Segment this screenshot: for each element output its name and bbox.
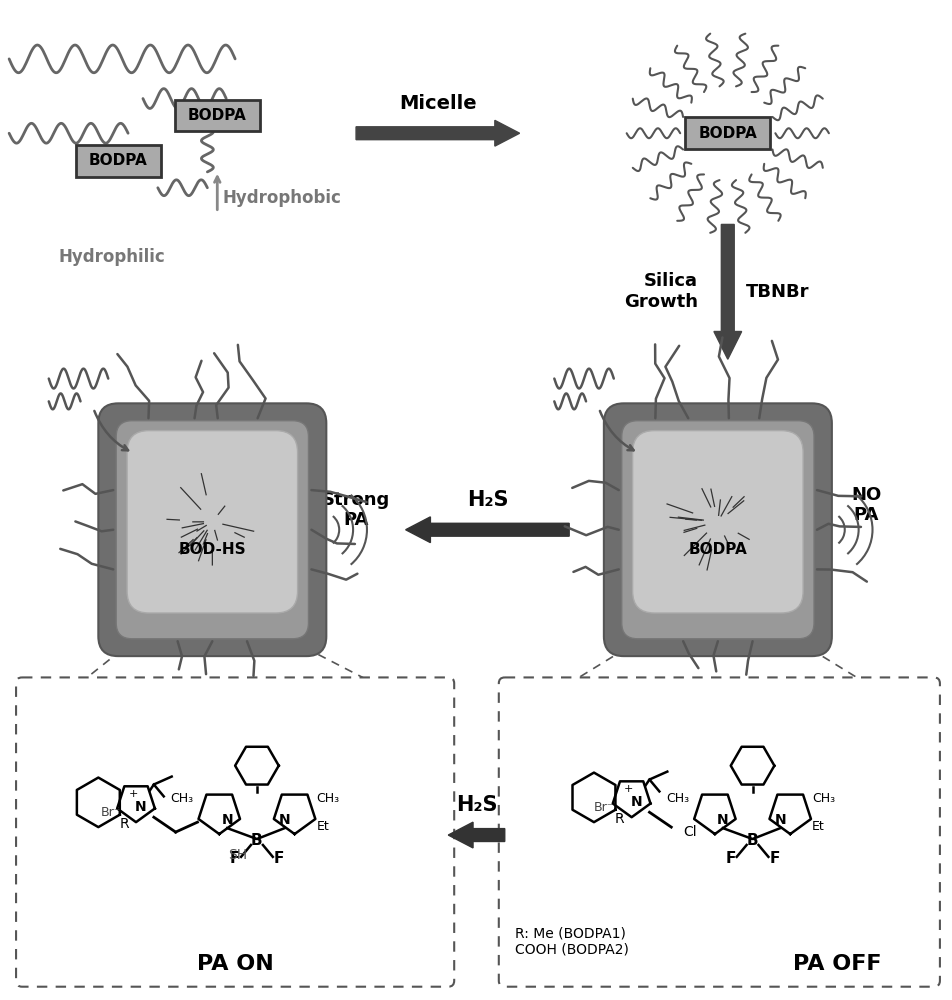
Text: CH₃: CH₃ — [665, 792, 688, 805]
Text: Et: Et — [316, 820, 328, 833]
FancyBboxPatch shape — [632, 431, 803, 613]
FancyBboxPatch shape — [16, 677, 454, 987]
FancyBboxPatch shape — [684, 117, 769, 149]
Text: PA ON: PA ON — [196, 954, 273, 974]
Text: BODPA: BODPA — [188, 108, 247, 123]
Polygon shape — [447, 822, 505, 848]
Text: TBNBr: TBNBr — [744, 283, 808, 301]
Text: N: N — [279, 813, 290, 827]
FancyBboxPatch shape — [116, 421, 308, 639]
Text: F: F — [229, 851, 240, 866]
FancyBboxPatch shape — [621, 421, 813, 639]
Text: H₂S: H₂S — [466, 490, 508, 510]
Text: CH₃: CH₃ — [316, 792, 339, 805]
Text: Et: Et — [811, 820, 823, 833]
Text: BOD-HS: BOD-HS — [178, 542, 246, 557]
Text: R: R — [119, 817, 129, 831]
Text: Hydrophobic: Hydrophobic — [222, 189, 341, 207]
Text: Micelle: Micelle — [399, 94, 477, 113]
Text: SH: SH — [228, 848, 247, 862]
Text: R: R — [614, 812, 624, 826]
Text: Br⁻: Br⁻ — [101, 806, 121, 819]
Text: B: B — [746, 833, 758, 848]
FancyBboxPatch shape — [498, 677, 939, 987]
Text: CH₃: CH₃ — [170, 792, 193, 805]
Polygon shape — [356, 120, 519, 146]
Text: R: Me (BODPA1)
COOH (BODPA2): R: Me (BODPA1) COOH (BODPA2) — [514, 926, 628, 956]
FancyBboxPatch shape — [75, 145, 161, 177]
Text: BODPA: BODPA — [89, 153, 148, 168]
Text: H₂S: H₂S — [456, 795, 497, 815]
Text: F: F — [273, 851, 284, 866]
Text: Br⁻: Br⁻ — [593, 801, 613, 814]
Text: N: N — [716, 813, 728, 827]
FancyBboxPatch shape — [127, 431, 297, 613]
Text: PA OFF: PA OFF — [792, 954, 881, 974]
Text: BODPA: BODPA — [687, 542, 746, 557]
Text: +: + — [624, 784, 633, 794]
Text: N: N — [135, 800, 147, 814]
Polygon shape — [406, 517, 568, 543]
Text: Cl: Cl — [683, 825, 696, 839]
Text: N: N — [774, 813, 785, 827]
Text: F: F — [724, 851, 735, 866]
Text: B: B — [251, 833, 263, 848]
Polygon shape — [713, 224, 741, 359]
FancyBboxPatch shape — [98, 403, 326, 656]
Text: F: F — [768, 851, 779, 866]
Text: CH₃: CH₃ — [811, 792, 834, 805]
Text: NO
PA: NO PA — [850, 486, 881, 524]
Text: +: + — [129, 789, 138, 799]
Text: N: N — [630, 795, 642, 809]
FancyBboxPatch shape — [174, 100, 260, 131]
Text: Hydrophilic: Hydrophilic — [59, 248, 166, 266]
Text: Silica
Growth: Silica Growth — [624, 272, 697, 311]
Text: BODPA: BODPA — [698, 126, 756, 141]
FancyBboxPatch shape — [604, 403, 831, 656]
Text: N: N — [221, 813, 233, 827]
Text: Strong
PA: Strong PA — [322, 491, 389, 529]
